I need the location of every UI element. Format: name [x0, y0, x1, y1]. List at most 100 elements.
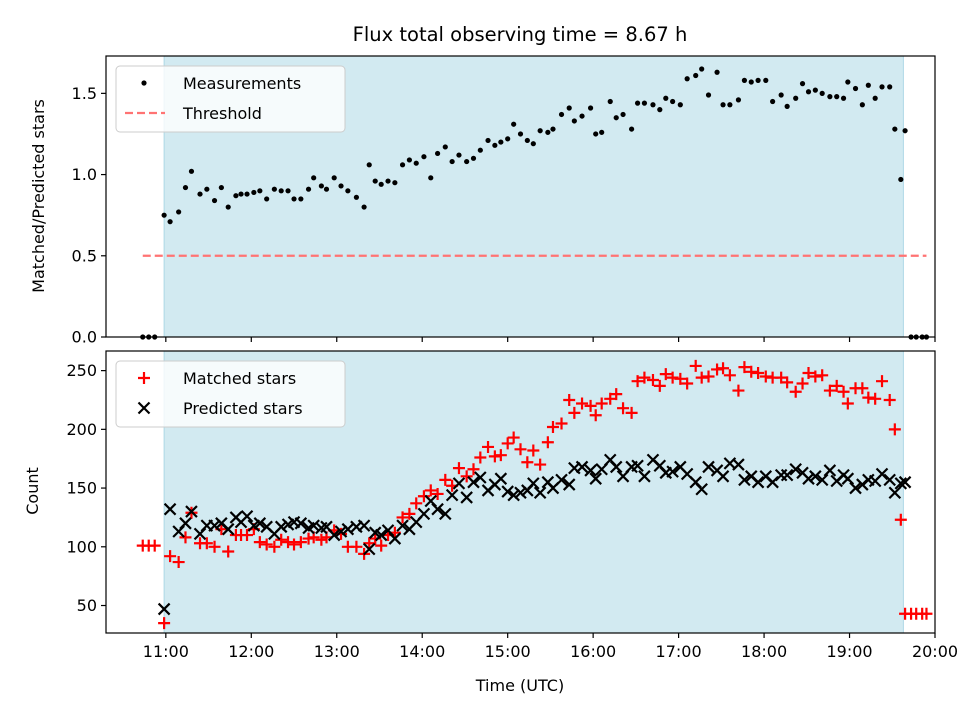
- data-point: [827, 94, 833, 100]
- data-point: [501, 437, 514, 450]
- data-point: [852, 85, 859, 92]
- data-point: [693, 72, 699, 79]
- data-point: [546, 420, 559, 433]
- data-point: [755, 77, 761, 83]
- data-point: [291, 196, 297, 202]
- x-tick-label: 16:00: [570, 642, 616, 661]
- data-point: [315, 533, 328, 546]
- x-tick-label: 12:00: [228, 642, 274, 661]
- data-point: [439, 507, 452, 521]
- data-point: [781, 376, 794, 389]
- data-point: [859, 102, 865, 108]
- data-point: [674, 372, 687, 385]
- data-point: [492, 142, 498, 148]
- chart-title: Flux total observing time = 8.67 h: [353, 23, 688, 46]
- data-point: [892, 126, 898, 132]
- series-predicted-stars: [157, 453, 912, 616]
- data-point: [759, 370, 772, 383]
- x-tick-label: 11:00: [143, 642, 189, 661]
- data-point: [442, 144, 448, 150]
- data-point: [288, 538, 301, 551]
- data-point: [894, 477, 908, 490]
- data-point: [584, 464, 597, 477]
- y-tick-label: 1.0: [72, 165, 97, 184]
- data-point: [793, 95, 799, 101]
- data-point: [888, 423, 901, 436]
- data-point: [576, 397, 589, 410]
- data-point: [593, 131, 599, 137]
- data-point: [809, 470, 822, 483]
- data-point: [148, 539, 161, 552]
- data-point: [431, 502, 444, 516]
- data-point: [514, 486, 527, 500]
- data-point: [770, 98, 776, 105]
- data-point: [498, 139, 504, 145]
- x-tick-label: 18:00: [741, 642, 787, 661]
- data-point: [898, 176, 904, 183]
- data-point: [650, 102, 656, 108]
- data-point: [879, 84, 885, 90]
- data-point: [856, 382, 869, 395]
- legend: Matched stars Predicted stars: [115, 360, 346, 428]
- data-point: [158, 617, 171, 630]
- data-point: [501, 485, 514, 498]
- data-point: [474, 451, 487, 464]
- data-point: [862, 391, 875, 404]
- data-point: [179, 517, 192, 530]
- data-point: [278, 188, 284, 194]
- data-point: [727, 102, 733, 108]
- data-point: [477, 147, 483, 153]
- data-point: [413, 160, 419, 166]
- data-point: [449, 158, 455, 165]
- data-point: [244, 191, 250, 197]
- data-point: [188, 168, 195, 174]
- data-point: [396, 519, 409, 532]
- data-point: [653, 379, 666, 392]
- y-tick-label: 200: [66, 420, 97, 439]
- legend-label: Matched stars: [183, 369, 296, 388]
- data-point: [677, 102, 683, 108]
- legend-marker: [137, 401, 151, 415]
- data-point: [752, 366, 765, 379]
- data-point: [294, 536, 307, 549]
- data-point: [163, 502, 177, 516]
- data-point: [666, 371, 679, 384]
- data-point: [225, 204, 231, 210]
- data-point: [530, 141, 536, 147]
- data-point: [157, 602, 171, 616]
- ratio-panel: 0.0 0.5 1.0 1.5 Measurements Threshold: [72, 55, 936, 347]
- data-point: [253, 517, 267, 530]
- y-tick-label: 250: [66, 361, 97, 380]
- data-point: [763, 77, 769, 83]
- data-point: [534, 458, 547, 471]
- data-point: [809, 370, 822, 383]
- data-point: [200, 537, 213, 550]
- data-point: [445, 488, 459, 502]
- data-point: [385, 178, 391, 184]
- data-point: [609, 460, 623, 474]
- data-point: [452, 477, 466, 490]
- data-point: [268, 540, 281, 553]
- data-point: [362, 542, 376, 556]
- data-point: [566, 105, 572, 111]
- axes-frame: [105, 350, 936, 634]
- data-point: [507, 488, 520, 502]
- data-point: [875, 467, 889, 481]
- data-point: [613, 115, 619, 121]
- data-point: [424, 484, 437, 497]
- data-point: [751, 475, 765, 489]
- data-point: [182, 184, 189, 191]
- data-point: [641, 100, 648, 106]
- data-point: [460, 491, 473, 504]
- data-point: [533, 486, 547, 500]
- data-point: [845, 79, 851, 85]
- data-point: [185, 505, 198, 518]
- data-point: [452, 462, 465, 475]
- data-point: [527, 477, 540, 490]
- data-point: [805, 89, 812, 95]
- legend-marker: [141, 80, 147, 86]
- data-point: [179, 531, 192, 544]
- data-point: [711, 363, 724, 376]
- data-point: [285, 188, 291, 194]
- data-point: [745, 365, 758, 378]
